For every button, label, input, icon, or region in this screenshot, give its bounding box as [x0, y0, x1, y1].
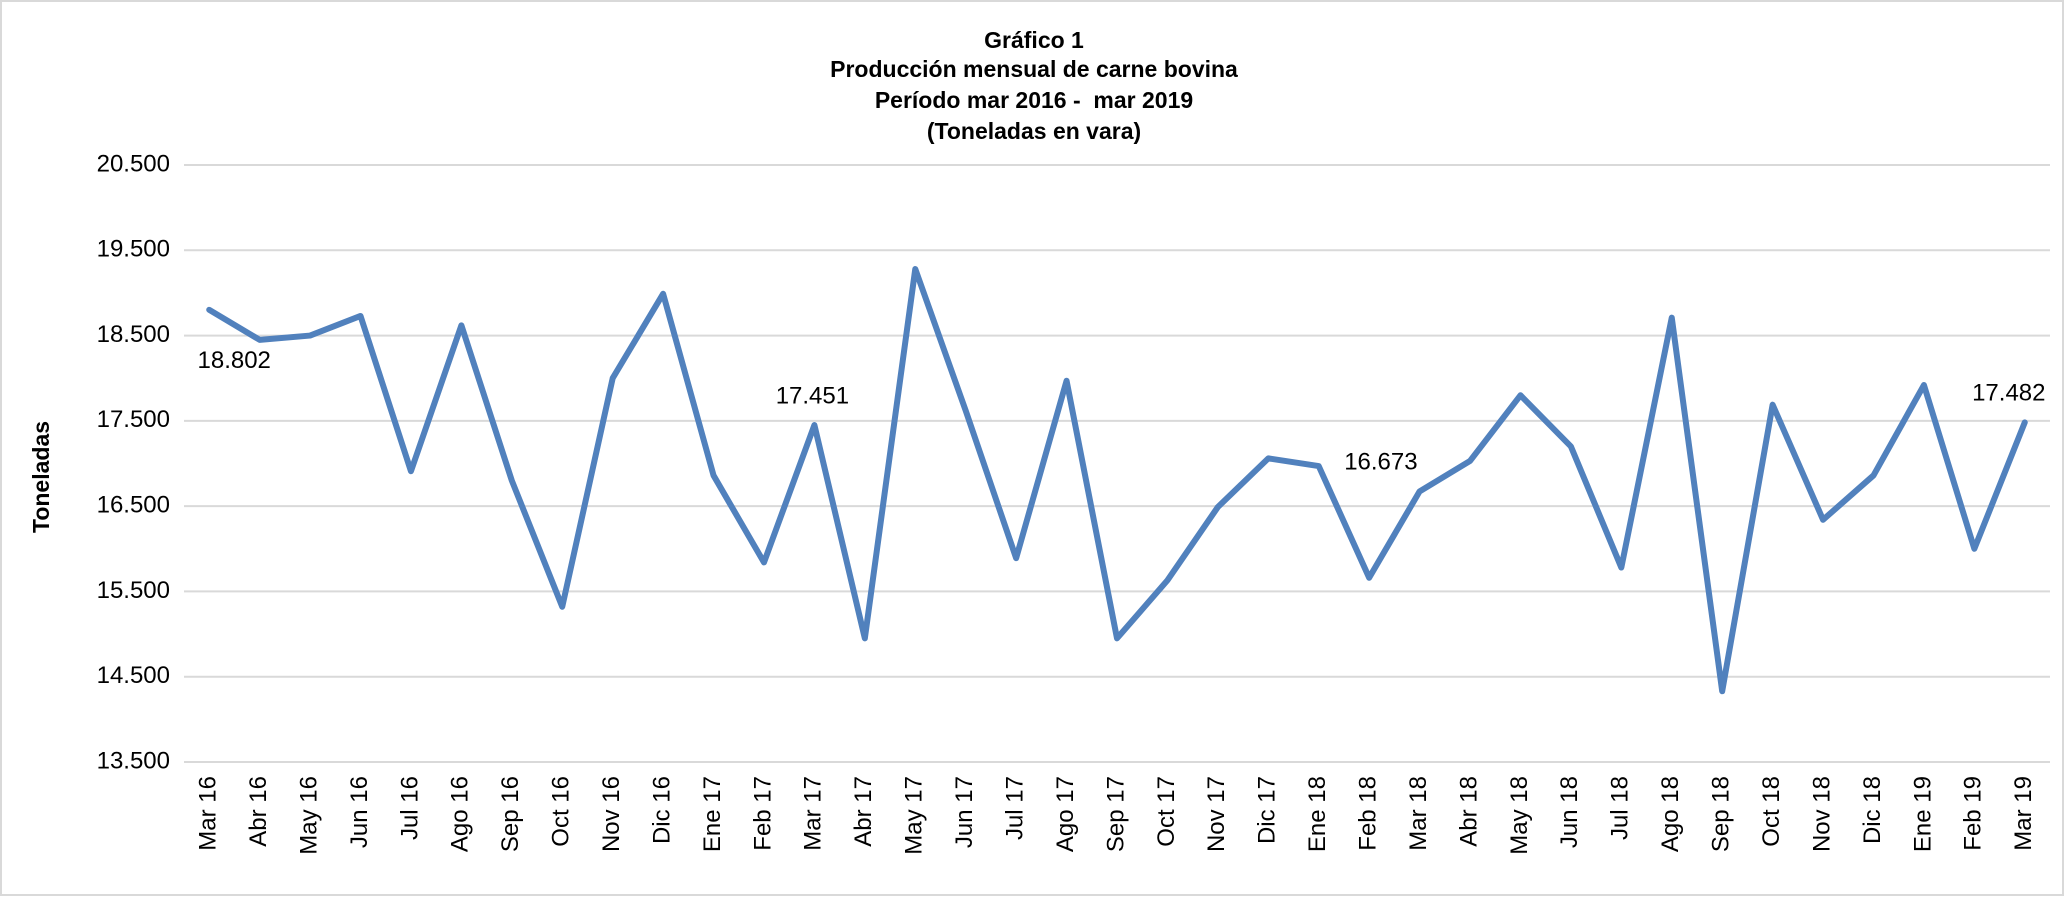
- x-tick-label: Feb 17: [749, 776, 776, 851]
- x-tick-label: Ago 17: [1052, 776, 1079, 852]
- x-tick-label: Ago 18: [1657, 776, 1684, 852]
- x-tick-label: Abr 18: [1455, 776, 1482, 847]
- x-tick-label: Feb 18: [1355, 776, 1382, 851]
- x-tick-label: Sep 18: [1708, 776, 1735, 852]
- x-tick-label: Ene 17: [699, 776, 726, 852]
- y-tick-label: 13.500: [97, 747, 170, 774]
- x-tick-label: Feb 19: [1960, 776, 1987, 851]
- x-tick-label: Mar 18: [1405, 776, 1432, 851]
- x-tick-label: May 18: [1506, 776, 1533, 855]
- y-axis-title: Toneladas: [28, 421, 54, 533]
- x-tick-label: May 16: [295, 776, 322, 855]
- x-tick-label: Nov 17: [1203, 776, 1230, 852]
- x-tick-label: Dic 17: [1254, 776, 1281, 844]
- x-tick-label: Oct 17: [1153, 776, 1180, 847]
- y-tick-label: 19.500: [97, 236, 170, 263]
- x-tick-label: Mar 17: [800, 776, 827, 851]
- data-label: 16.673: [1344, 449, 1417, 476]
- data-label: 17.451: [776, 382, 849, 409]
- y-tick-label: 17.500: [97, 406, 170, 433]
- x-tick-label: Jun 18: [1556, 776, 1583, 848]
- y-tick-label: 20.500: [97, 150, 170, 177]
- x-tick-label: Jul 18: [1607, 776, 1634, 840]
- y-tick-label: 15.500: [97, 577, 170, 604]
- x-tick-label: May 17: [901, 776, 928, 855]
- x-tick-label: Sep 16: [497, 776, 524, 852]
- data-line: [206, 266, 2028, 695]
- x-tick-label: Nov 18: [1808, 776, 1835, 852]
- y-tick-label: 14.500: [97, 662, 170, 689]
- x-tick-label: Dic 16: [648, 776, 675, 844]
- chart-subtitle: Período mar 2016 - mar 2019: [875, 87, 1193, 113]
- data-label: 17.482: [1972, 380, 2045, 407]
- chart-subtitle: Producción mensual de carne bovina: [830, 56, 1238, 82]
- x-tick-label: Sep 17: [1102, 776, 1129, 852]
- chart-subtitle: (Toneladas en vara): [927, 118, 1141, 144]
- x-tick-label: Jul 16: [396, 776, 423, 840]
- x-tick-label: Mar 16: [195, 776, 222, 851]
- x-tick-label: Ene 18: [1304, 776, 1331, 852]
- x-tick-label: Jun 16: [346, 776, 373, 848]
- x-tick-label: Oct 18: [1758, 776, 1785, 847]
- x-tick-label: Dic 18: [1859, 776, 1886, 844]
- x-tick-label: Jun 17: [951, 776, 978, 848]
- x-tick-label: Abr 16: [245, 776, 272, 847]
- data-label: 18.802: [198, 347, 271, 374]
- x-tick-label: Ago 16: [447, 776, 474, 852]
- y-tick-label: 18.500: [97, 321, 170, 348]
- x-tick-label: Nov 16: [598, 776, 625, 852]
- x-tick-label: Oct 16: [548, 776, 575, 847]
- x-tick-label: Jul 17: [1001, 776, 1028, 840]
- chart-title: Gráfico 1: [984, 27, 1084, 53]
- y-tick-label: 16.500: [97, 491, 170, 518]
- x-tick-label: Mar 19: [2010, 776, 2037, 851]
- x-tick-label: Abr 17: [850, 776, 877, 847]
- x-tick-label: Ene 19: [1909, 776, 1936, 852]
